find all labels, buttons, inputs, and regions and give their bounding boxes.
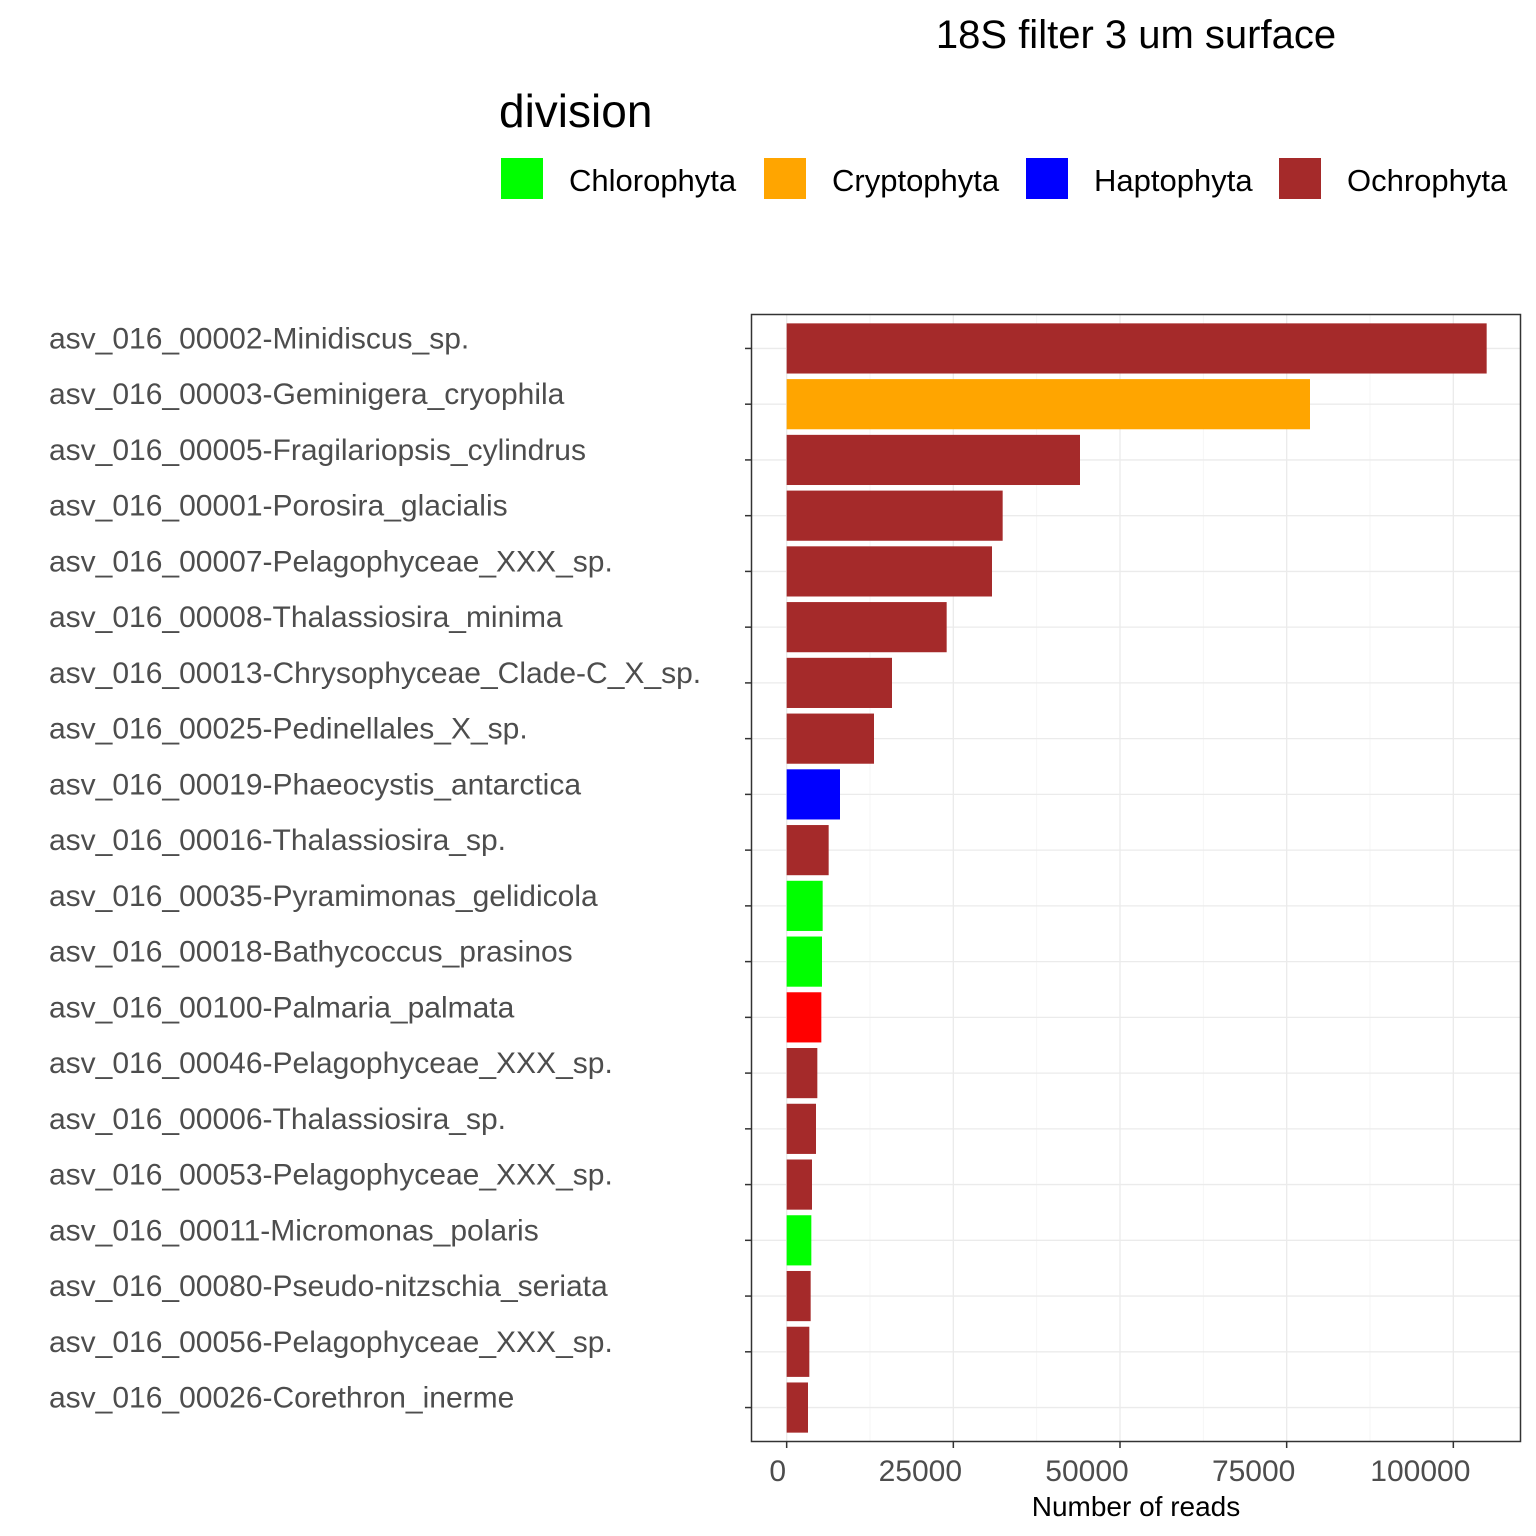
y-axis-label-7: asv_016_00013-Chrysophyceae_Clade-C_X_sp… [49,657,701,690]
y-axis-label-4: asv_016_00001-Porosira_glacialis [49,490,508,523]
y-axis-label-15: asv_016_00006-Thalassiosira_sp. [49,1103,506,1136]
legend-key-ochrophyta [1279,158,1321,199]
bar-9 [787,769,840,819]
bar-14 [787,1048,818,1098]
bar-16 [787,1160,812,1210]
y-axis-label-10: asv_016_00016-Thalassiosira_sp. [49,824,506,857]
x-tick-label-4: 100000 [1370,1455,1470,1488]
y-axis-label-6: asv_016_00008-Thalassiosira_minima [49,601,563,634]
bar-12 [787,937,822,987]
legend-key-haptophyta [1026,158,1068,199]
y-axis-label-3: asv_016_00005-Fragilariopsis_cylindrus [49,434,586,467]
x-axis-tick-labels: 0 25000 50000 75000 100000 [769,1455,1470,1488]
legend-label-cryptophyta: Cryptophyta [832,163,1000,198]
y-axis-label-13: asv_016_00100-Palmaria_palmata [49,991,515,1024]
bar-11 [787,881,823,931]
y-axis-label-2: asv_016_00003-Geminigera_cryophila [49,378,565,411]
legend-key-cryptophyta [764,158,806,199]
bar-2 [787,379,1310,429]
bar-4 [787,491,1003,541]
bar-13 [787,992,822,1042]
y-axis-label-16: asv_016_00053-Pelagophyceae_XXX_sp. [49,1159,613,1192]
y-axis-label-14: asv_016_00046-Pelagophyceae_XXX_sp. [49,1047,613,1080]
legend-label-haptophyta: Haptophyta [1094,163,1253,198]
x-tick-label-0: 0 [769,1455,786,1488]
bar-8 [787,714,874,764]
y-axis-label-19: asv_016_00056-Pelagophyceae_XXX_sp. [49,1326,613,1359]
bar-19 [787,1327,810,1377]
chart-title: 18S filter 3 um surface [936,13,1336,57]
bar-18 [787,1271,811,1321]
y-axis-label-18: asv_016_00080-Pseudo-nitzschia_seriata [49,1270,608,1303]
y-axis-label-17: asv_016_00011-Micromonas_polaris [49,1214,539,1247]
bar-20 [787,1382,808,1432]
bar-15 [787,1104,816,1154]
y-axis-label-1: asv_016_00002-Minidiscus_sp. [49,322,469,355]
bar-1 [787,323,1487,373]
x-tick-label-3: 75000 [1212,1455,1295,1488]
y-axis-label-9: asv_016_00019-Phaeocystis_antarctica [49,768,581,801]
legend-label-chlorophyta: Chlorophyta [569,163,737,198]
legend-key-chlorophyta [501,158,543,199]
bar-6 [787,602,947,652]
bar-5 [787,546,992,596]
y-axis-label-5: asv_016_00007-Pelagophyceae_XXX_sp. [49,545,613,578]
y-axis-label-20: asv_016_00026-Corethron_inerme [49,1382,514,1415]
y-axis-label-12: asv_016_00018-Bathycoccus_prasinos [49,936,573,969]
bar-17 [787,1215,812,1265]
y-axis-label-11: asv_016_00035-Pyramimonas_gelidicola [49,880,598,913]
bars [787,323,1487,1432]
y-axis-label-8: asv_016_00025-Pedinellales_X_sp. [49,713,528,746]
bar-10 [787,825,829,875]
y-axis-labels: asv_016_00002-Minidiscus_sp. asv_016_0000… [49,322,701,1414]
legend-title: division [499,85,652,137]
legend-label-ochrophyta: Ochrophyta [1347,163,1508,198]
legend: Chlorophyta Cryptophyta Haptophyta Ochrophy… [501,158,1508,199]
x-tick-label-2: 50000 [1045,1455,1128,1488]
bar-7 [787,658,892,708]
x-tick-label-1: 25000 [879,1455,962,1488]
bar-3 [787,435,1080,485]
x-axis-title: Number of reads [1032,1491,1241,1522]
